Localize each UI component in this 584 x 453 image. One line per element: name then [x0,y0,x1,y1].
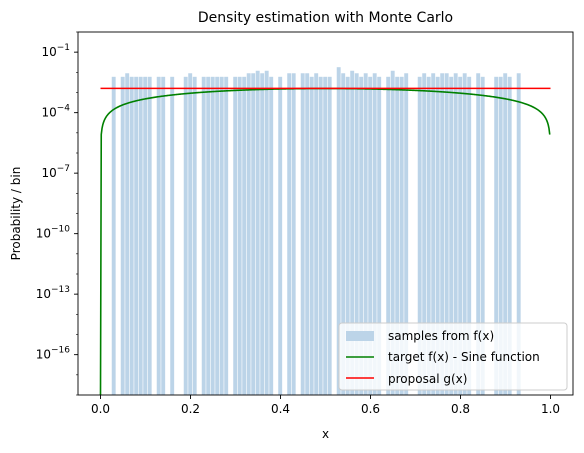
histogram-bar-13 [192,76,197,395]
histogram-bar-57 [431,73,436,395]
histogram-bar-20 [233,76,238,395]
x-tick-label-0: 0.0 [91,402,110,416]
histogram-bar-46 [368,76,373,395]
x-axis-label: x [322,427,329,441]
histogram-bar-52 [399,76,404,395]
histogram-bar-47 [372,73,377,395]
histogram-bar-58 [435,76,440,395]
histogram-bar-60 [444,73,449,395]
histogram-bar-2 [125,73,130,395]
histogram-bar-55 [422,73,427,395]
histogram-bar-16 [210,76,215,395]
histogram-bar-42 [350,70,355,396]
histogram-bar-28 [269,76,274,395]
histogram-bars [111,67,521,396]
legend-swatch-histogram [346,331,374,341]
y-tick-label-0: 10−1 [41,43,70,59]
histogram-bar-26 [260,73,265,395]
x-tick-label-4: 0.8 [451,402,470,416]
histogram-bar-5 [138,76,143,395]
histogram-bar-53 [404,73,409,395]
histogram-bar-63 [458,76,463,395]
histogram-bar-11 [183,76,188,395]
histogram-bar-24 [251,73,256,395]
histogram-bar-61 [449,76,454,395]
histogram-bar-30 [287,73,292,395]
histogram-bar-25 [255,70,260,396]
histogram-bar-23 [246,73,251,395]
histogram-bar-41 [345,76,350,395]
x-axis-ticks: 0.0 0.2 0.4 0.6 0.8 1.0 [91,395,560,416]
histogram-bar-51 [395,76,400,395]
histogram-bar-34 [309,76,314,395]
histogram-bar-7 [147,76,152,395]
histogram-bar-68 [494,76,499,395]
histogram-bar-35 [314,73,319,395]
histogram-bar-12 [188,73,193,395]
histogram-bar-56 [426,76,431,395]
histogram-bar-3 [129,76,134,395]
y-tick-label-1: 10−4 [41,104,70,120]
histogram-bar-59 [440,73,445,395]
y-axis-label: Probability / bin [9,167,23,261]
x-tick-label-2: 0.4 [271,402,290,416]
histogram-bar-48 [377,76,382,395]
legend-frame [338,322,568,391]
histogram-bar-43 [354,73,359,395]
histogram-bar-40 [341,73,346,395]
histogram-bar-71 [507,76,512,395]
histogram-bar-27 [264,70,269,396]
histogram-bar-4 [134,76,139,395]
chart-title: Density estimation with Monte Carlo [198,10,453,26]
x-tick-label-3: 0.6 [361,402,380,416]
histogram-bar-17 [215,76,220,395]
histogram-bar-22 [242,76,247,395]
histogram-bar-32 [300,73,305,395]
histogram-bar-0 [111,76,116,395]
histogram-bar-9 [161,76,166,395]
x-tick-label-1: 0.2 [181,402,200,416]
legend-label-proposal: proposal g(x) [388,372,467,386]
legend: samples from f(x) target f(x) - Sine fun… [338,322,568,391]
y-tick-label-3: 10−10 [36,225,71,241]
histogram-bar-62 [453,73,458,395]
histogram-bar-37 [323,76,328,395]
histogram-bar-54 [417,76,422,395]
histogram-bar-14 [201,76,206,395]
histogram-bar-49 [386,76,391,395]
histogram-bar-39 [336,67,341,395]
histogram-bar-33 [305,73,310,395]
histogram-bar-45 [363,73,368,395]
histogram-bar-44 [359,76,364,395]
x-tick-label-5: 1.0 [541,402,560,416]
y-tick-label-2: 10−7 [41,164,70,180]
histogram-bar-72 [516,73,521,395]
histogram-bar-10 [170,76,175,395]
y-axis-ticks: 10−1 10−4 10−7 10−10 10−13 10−16 [36,31,78,396]
histogram-bar-1 [120,76,125,395]
histogram-bar-6 [143,76,148,395]
histogram-bar-19 [224,76,229,395]
y-tick-label-4: 10−13 [36,285,70,301]
histogram-bar-67 [480,76,485,395]
histogram-bar-69 [498,76,503,395]
histogram-bar-66 [476,73,481,395]
histogram-bar-65 [467,76,472,395]
y-tick-label-5: 10−16 [36,346,71,362]
histogram-bar-29 [278,76,283,395]
histogram-bar-36 [318,76,323,395]
legend-label-target: target f(x) - Sine function [388,350,540,364]
legend-label-histogram: samples from f(x) [388,329,494,343]
histogram-bar-8 [156,76,161,395]
histogram-bar-31 [291,73,296,395]
histogram-bar-18 [219,76,224,395]
histogram-bar-38 [327,76,332,395]
histogram-bar-50 [390,70,395,396]
histogram-bar-21 [237,76,242,395]
histogram-bar-70 [503,73,508,395]
histogram-bar-64 [462,73,467,395]
histogram-bar-15 [206,76,211,395]
